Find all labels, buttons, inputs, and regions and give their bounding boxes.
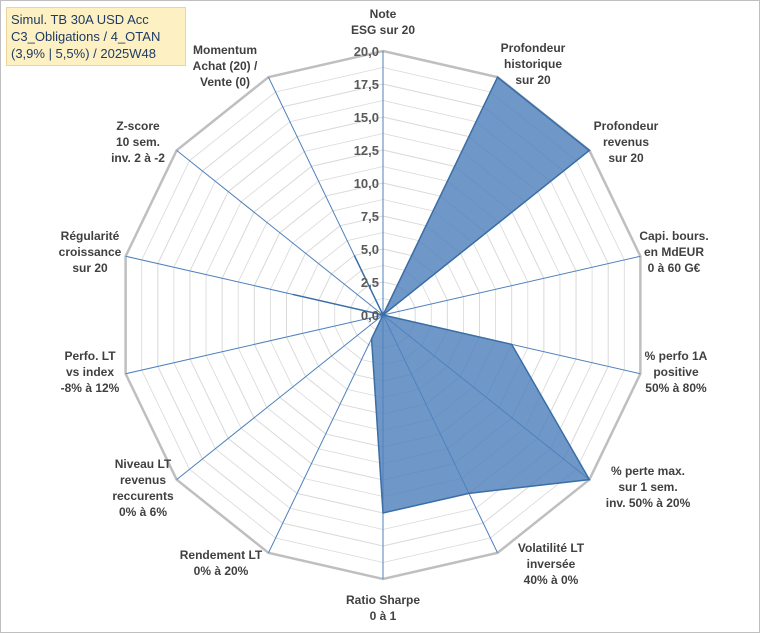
radar-tick-label: 7,5 xyxy=(361,209,379,224)
radar-axis-label: 50% à 80% xyxy=(645,381,707,395)
radar-axis-label: vs index xyxy=(66,365,114,379)
radar-spoke xyxy=(268,314,384,554)
radar-tick-label: 2,5 xyxy=(361,275,379,290)
radar-tick-label: 20,0 xyxy=(354,44,379,59)
radar-axis-label: 0 à 1 xyxy=(370,609,397,623)
title-line-3: (3,9% | 5,5%) / 2025W48 xyxy=(11,46,157,61)
radar-axis-label: Z-score xyxy=(116,119,160,133)
radar-axis-label: 0% à 20% xyxy=(194,564,249,578)
radar-axis-label: % perte max. xyxy=(611,464,685,478)
radar-spoke xyxy=(125,314,384,375)
radar-axis-label: revenus xyxy=(603,135,649,149)
radar-axis-label: Note xyxy=(370,7,397,21)
radar-axis-label: inversée xyxy=(527,557,576,571)
radar-spoke xyxy=(382,255,641,316)
radar-tick-label: 15,0 xyxy=(354,110,379,125)
radar-tick-label: 12,5 xyxy=(354,143,379,158)
radar-tick-label: 10,0 xyxy=(354,176,379,191)
title-line-1: Simul. TB 30A USD Acc xyxy=(11,12,149,27)
radar-axis-label: sur 20 xyxy=(72,261,108,275)
radar-spoke xyxy=(176,150,384,316)
radar-axis-label: inv. 50% à 20% xyxy=(606,496,691,510)
radar-tick-label: 17,5 xyxy=(354,77,379,92)
radar-axis-label: ESG sur 20 xyxy=(351,23,415,37)
radar-axis-label: positive xyxy=(653,365,699,379)
radar-tick-label: 0,0 xyxy=(361,308,379,323)
radar-axis-label: Achat (20) / xyxy=(193,59,258,73)
radar-axis-label: croissance xyxy=(59,245,122,259)
radar-axis-label: Profondeur xyxy=(501,41,566,55)
radar-axis-label: sur 20 xyxy=(608,151,644,165)
radar-axis-label: Profondeur xyxy=(594,119,659,133)
radar-axis-label: % perfo 1A xyxy=(645,349,708,363)
radar-axis-label: 0% à 6% xyxy=(119,505,167,519)
radar-axis-label: Perfo. LT xyxy=(64,349,116,363)
radar-axis-label: Vente (0) xyxy=(200,75,250,89)
radar-axis-label: -8% à 12% xyxy=(61,381,120,395)
radar-tick-label: 5,0 xyxy=(361,242,379,257)
radar-axis-label: 0 à 60 G€ xyxy=(648,261,701,275)
chart-title-box: Simul. TB 30A USD Acc C3_Obligations / 4… xyxy=(6,7,186,66)
radar-axis-label: revenus xyxy=(120,473,166,487)
radar-spoke xyxy=(176,314,384,480)
radar-axis-label: Niveau LT xyxy=(115,457,172,471)
radar-series-area xyxy=(292,75,591,514)
radar-axis-label: 40% à 0% xyxy=(524,573,579,587)
radar-axis-label: Ratio Sharpe xyxy=(346,593,420,607)
radar-axis-label: historique xyxy=(504,57,562,71)
radar-axis-label: inv. 2 à -2 xyxy=(111,151,165,165)
radar-axis-label: Régularité xyxy=(61,229,120,243)
radar-axis-label: 10 sem. xyxy=(116,135,160,149)
radar-axis-label: Rendement LT xyxy=(180,548,263,562)
radar-axis-label: reccurents xyxy=(112,489,174,503)
radar-axis-label: sur 20 xyxy=(515,73,551,87)
radar-axis-label: Capi. bours. xyxy=(639,229,708,243)
radar-axis-label: sur 1 sem. xyxy=(618,480,677,494)
title-line-2: C3_Obligations / 4_OTAN xyxy=(11,29,161,44)
radar-axis-label: Volatilité LT xyxy=(518,541,585,555)
radar-axis-label: Momentum xyxy=(193,43,257,57)
radar-axis-label: en MdEUR xyxy=(644,245,704,259)
